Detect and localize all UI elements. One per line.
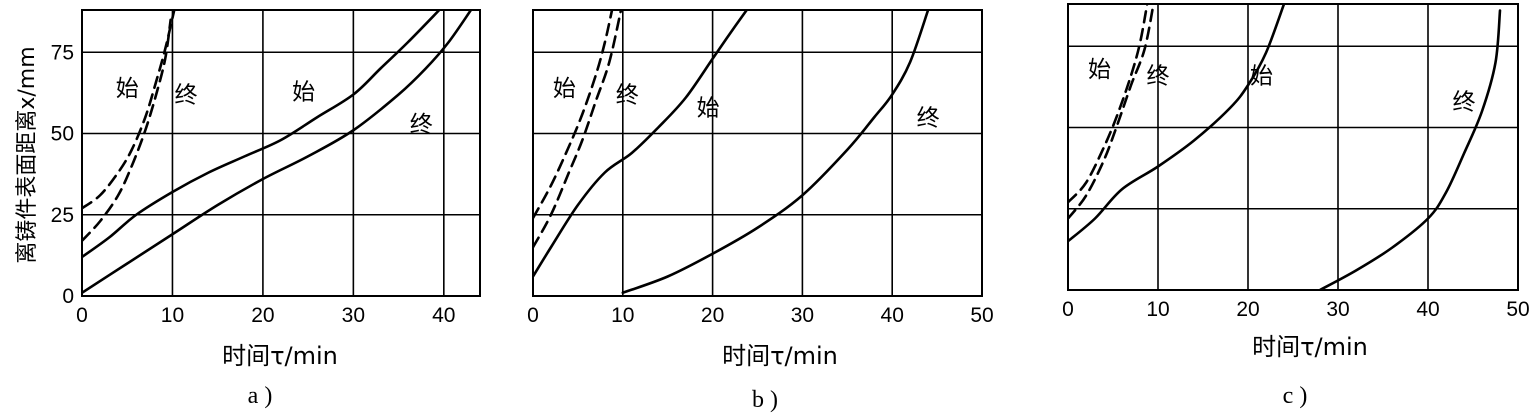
curve-annotation: 终 [1147,64,1170,90]
curve-annotation: 终 [1453,90,1476,116]
y-tick-label: 75 [51,41,74,64]
series-line-3 [621,10,930,295]
series-line-0 [1068,4,1149,204]
curve-annotation: 始 [1250,64,1273,90]
curve-annotation: 始 [553,76,576,102]
curve-annotation: 始 [1088,57,1111,83]
y-tick-label: 50 [51,123,74,146]
x-tick-label: 50 [970,304,993,327]
curve-annotation: 终 [410,112,433,138]
plot-frame [81,9,481,297]
plot-frame [532,9,983,297]
x-tick-label: 20 [1236,298,1259,321]
curve-annotation: 终 [175,83,198,109]
series-line-1 [82,18,172,243]
series-line-1 [533,10,623,249]
x-tick-label: 30 [791,304,814,327]
x-tick-label: 0 [527,304,539,327]
x-tick-label: 40 [881,304,904,327]
series-line-2 [1068,4,1286,243]
chart-panel-0: 0 10 20 30 400255075始终始终时间τ/mina ) [51,9,481,409]
x-axis-label: 时间τ/min [722,342,838,370]
x-axis-label: 时间τ/min [222,342,338,370]
curve-annotation: 终 [616,83,639,109]
x-axis-label: 时间τ/min [1252,333,1368,361]
chart-panel-1: 0 10 20 30 40 50始终始终时间τ/minb ) [527,9,994,413]
series-line-0 [533,10,614,220]
x-tick-label: 10 [161,304,184,327]
y-tick-label: 25 [51,204,74,227]
y-axis-label: 离铸件表面距离x/mm [15,46,40,263]
x-tick-label: 30 [1326,298,1349,321]
series-line-3 [82,10,473,295]
series-line-2 [533,10,749,278]
x-tick-label: 40 [432,304,455,327]
x-tick-label: 10 [1146,298,1169,321]
plot-frame [1067,3,1519,291]
x-tick-label: 20 [251,304,274,327]
panel-label: c ) [1283,383,1308,409]
x-tick-label: 0 [76,304,88,327]
curve-annotation: 始 [292,79,315,105]
chart-panel-2: 0 10 20 30 40 50始终始终时间τ/minc ) [1062,3,1530,409]
x-tick-label: 50 [1506,298,1529,321]
x-tick-label: 30 [342,304,365,327]
series-line-2 [82,10,441,259]
panel-label: a ) [248,383,273,409]
curve-annotation: 始 [116,76,139,102]
curve-annotation: 终 [917,105,940,131]
y-tick-label: 0 [62,285,74,308]
x-tick-label: 0 [1062,298,1074,321]
series-line-0 [82,10,176,210]
x-tick-label: 20 [701,304,724,327]
curve-annotation: 始 [697,96,720,122]
series-line-1 [1068,4,1155,220]
x-tick-label: 10 [611,304,634,327]
series-line-3 [1318,9,1502,290]
panel-label: b ) [752,387,778,413]
x-tick-label: 40 [1416,298,1439,321]
